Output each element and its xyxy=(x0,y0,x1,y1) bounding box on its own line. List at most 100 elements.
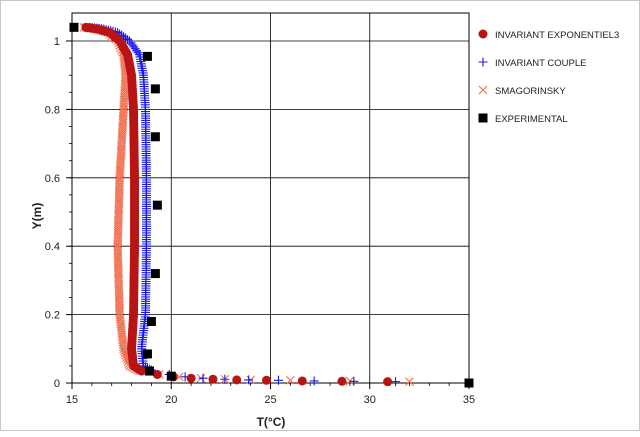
curve-point xyxy=(114,204,124,214)
y-tick-label: 0.4 xyxy=(45,241,60,253)
curve-point xyxy=(114,188,124,198)
curve-point xyxy=(114,290,124,300)
curve-point xyxy=(114,294,124,304)
curve-point xyxy=(113,219,123,229)
curve-point xyxy=(113,252,123,262)
axis-ticks xyxy=(66,40,470,389)
curve-point xyxy=(113,266,123,275)
data-point xyxy=(244,375,254,385)
curve-point xyxy=(114,193,124,203)
curve-point xyxy=(113,259,123,269)
curve-point xyxy=(113,263,123,273)
curve-point xyxy=(113,232,123,242)
data-point xyxy=(150,269,160,279)
curve-point xyxy=(113,250,123,260)
curve-point xyxy=(114,283,124,293)
curve-point xyxy=(133,48,143,58)
data-point xyxy=(198,373,208,383)
legend: INVARIANT EXPONENTIEL3 INVARIANT COUPLE SM… xyxy=(478,29,619,125)
curve-point xyxy=(114,184,124,194)
legend-label: EXPERIMENTAL xyxy=(495,114,568,125)
legend-swatch xyxy=(478,29,488,39)
curve-point xyxy=(114,199,124,209)
y-tick-label: 0.2 xyxy=(45,310,60,322)
tick-labels: 15 20 25 30 35 0 0.2 0.4 0.6 0.8 1 xyxy=(45,36,475,406)
data-point xyxy=(142,51,152,61)
x-tick-label: 20 xyxy=(165,394,177,406)
curve-point xyxy=(115,180,124,189)
data-point xyxy=(232,375,242,385)
data-point xyxy=(273,375,283,385)
curve-point xyxy=(114,202,124,211)
x-tick-label: 15 xyxy=(66,394,78,406)
curve-point xyxy=(113,261,123,271)
data-point xyxy=(186,373,196,383)
legend-item: EXPERIMENTAL xyxy=(478,113,568,125)
y-tick-label: 0.8 xyxy=(45,104,60,116)
curve-point xyxy=(114,195,124,205)
curve-point xyxy=(113,246,123,256)
curve-point xyxy=(114,270,123,280)
legend-item: SMAGORINSKY xyxy=(478,85,566,97)
curve-point xyxy=(113,224,123,233)
curve-point xyxy=(115,303,124,313)
data-point xyxy=(337,376,347,386)
curve-point xyxy=(115,175,124,185)
y-tick-label: 0.6 xyxy=(45,173,60,185)
x-tick-label: 25 xyxy=(264,394,276,406)
data-point xyxy=(391,377,401,387)
data-point xyxy=(144,366,154,376)
curve-point xyxy=(114,186,124,196)
data-point xyxy=(383,377,393,387)
curve-point xyxy=(113,244,123,253)
curve-point xyxy=(114,301,124,311)
curve-point xyxy=(115,177,124,187)
curve-point xyxy=(114,292,124,302)
data-point xyxy=(113,241,123,251)
legend-label: INVARIANT COUPLE xyxy=(495,58,587,69)
x-tick-label: 30 xyxy=(364,394,376,406)
data-point xyxy=(166,371,176,381)
curve-point xyxy=(132,46,142,56)
curve-point xyxy=(134,365,144,375)
data-point xyxy=(349,376,359,386)
series-experimental xyxy=(69,22,474,388)
curve-point xyxy=(114,288,124,297)
curve-point xyxy=(113,235,123,244)
data-point xyxy=(152,200,162,210)
curve-point xyxy=(114,191,124,200)
data-point xyxy=(146,316,156,326)
curve-point xyxy=(114,285,124,295)
data-point xyxy=(152,369,162,379)
legend-label: INVARIANT EXPONENTIEL3 xyxy=(495,30,619,41)
legend-swatch xyxy=(478,113,488,123)
curve-point xyxy=(113,226,123,236)
data-marks xyxy=(69,22,474,388)
curve-point xyxy=(114,208,124,218)
y-tick-label: 0 xyxy=(54,378,60,390)
curve-point xyxy=(114,272,123,282)
curve-point xyxy=(114,296,124,306)
curve-point xyxy=(114,299,124,308)
curve-point xyxy=(114,281,124,291)
curve-point xyxy=(113,221,123,231)
data-point xyxy=(208,374,218,384)
legend-swatch xyxy=(478,85,488,95)
curve-point xyxy=(113,228,123,238)
data-point xyxy=(69,22,79,32)
curve-point xyxy=(113,255,123,264)
data-point xyxy=(405,377,414,387)
data-point xyxy=(262,375,272,385)
curve-point xyxy=(113,257,123,267)
curve-point xyxy=(138,68,148,78)
curve-point xyxy=(114,215,123,225)
curve-point xyxy=(114,210,123,220)
legend-swatch xyxy=(478,57,488,67)
series-invariant-exponentiel3 xyxy=(81,22,393,387)
curve-point xyxy=(119,100,129,110)
curve-point xyxy=(113,239,123,249)
legend-item: INVARIANT EXPONENTIEL3 xyxy=(478,29,619,41)
data-point xyxy=(150,84,160,94)
